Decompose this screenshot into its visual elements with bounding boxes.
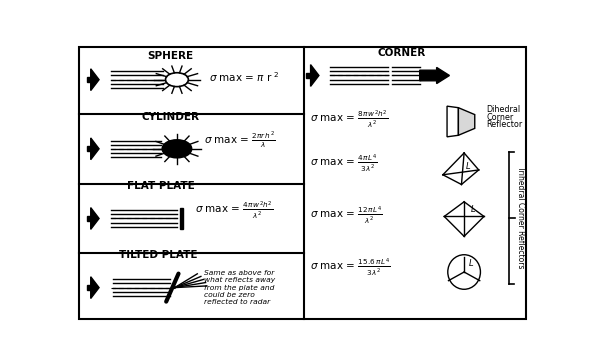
Bar	[86, 77, 91, 82]
Polygon shape	[311, 65, 319, 87]
Polygon shape	[91, 208, 99, 230]
Text: FLAT PLATE: FLAT PLATE	[127, 181, 195, 191]
Text: from the plate and: from the plate and	[204, 285, 275, 291]
Circle shape	[165, 73, 189, 87]
Text: reflected to radar: reflected to radar	[204, 299, 271, 305]
Text: Same as above for: Same as above for	[204, 270, 275, 276]
Text: L: L	[466, 163, 470, 172]
Text: CYLINDER: CYLINDER	[141, 112, 199, 122]
Text: what reflects away: what reflects away	[204, 277, 275, 283]
Polygon shape	[91, 277, 99, 299]
Text: L: L	[469, 259, 473, 268]
Bar	[86, 216, 91, 221]
Text: $\sigma$ max = $\frac{12\pi\, L^4}{\lambda^2}$: $\sigma$ max = $\frac{12\pi\, L^4}{\lamb…	[310, 205, 382, 226]
Ellipse shape	[448, 255, 480, 289]
Text: SPHERE: SPHERE	[147, 51, 193, 61]
Text: $\sigma$ max = $\frac{15.6\,\pi\, L^4}{3\lambda^2}$: $\sigma$ max = $\frac{15.6\,\pi\, L^4}{3…	[310, 256, 391, 278]
Polygon shape	[91, 138, 99, 160]
Polygon shape	[459, 108, 475, 135]
Text: $\sigma$ max = $\pi$ r $^2$: $\sigma$ max = $\pi$ r $^2$	[209, 71, 280, 84]
Bar	[86, 285, 91, 290]
Text: TILTED PLATE: TILTED PLATE	[119, 250, 198, 260]
Text: $\sigma$ max = $\frac{4\pi\, w^2 h^2}{\lambda^2}$: $\sigma$ max = $\frac{4\pi\, w^2 h^2}{\l…	[195, 199, 274, 221]
Bar	[306, 73, 311, 78]
FancyArrow shape	[420, 67, 450, 84]
Text: Trihedral Corner Reflectors: Trihedral Corner Reflectors	[516, 167, 525, 269]
Polygon shape	[91, 69, 99, 90]
Text: $\sigma$ max = $\frac{8\pi\, w^2 h^2}{\lambda^2}$: $\sigma$ max = $\frac{8\pi\, w^2 h^2}{\l…	[310, 109, 388, 130]
Text: $\sigma$ max = $\frac{2\pi r\, h^2}{\lambda}$: $\sigma$ max = $\frac{2\pi r\, h^2}{\lam…	[204, 131, 276, 150]
Text: Reflector: Reflector	[486, 120, 522, 129]
Circle shape	[163, 140, 191, 158]
Bar	[86, 146, 91, 151]
Text: could be zero: could be zero	[204, 292, 255, 298]
Text: Corner: Corner	[486, 113, 514, 122]
Bar	[180, 209, 183, 228]
Text: CORNER: CORNER	[377, 48, 426, 58]
Text: L: L	[471, 205, 476, 214]
Text: $\sigma$ max = $\frac{4\pi\, L^4}{3\lambda^2}$: $\sigma$ max = $\frac{4\pi\, L^4}{3\lamb…	[310, 153, 378, 174]
Text: Dihedral: Dihedral	[486, 105, 520, 114]
Polygon shape	[447, 106, 459, 137]
